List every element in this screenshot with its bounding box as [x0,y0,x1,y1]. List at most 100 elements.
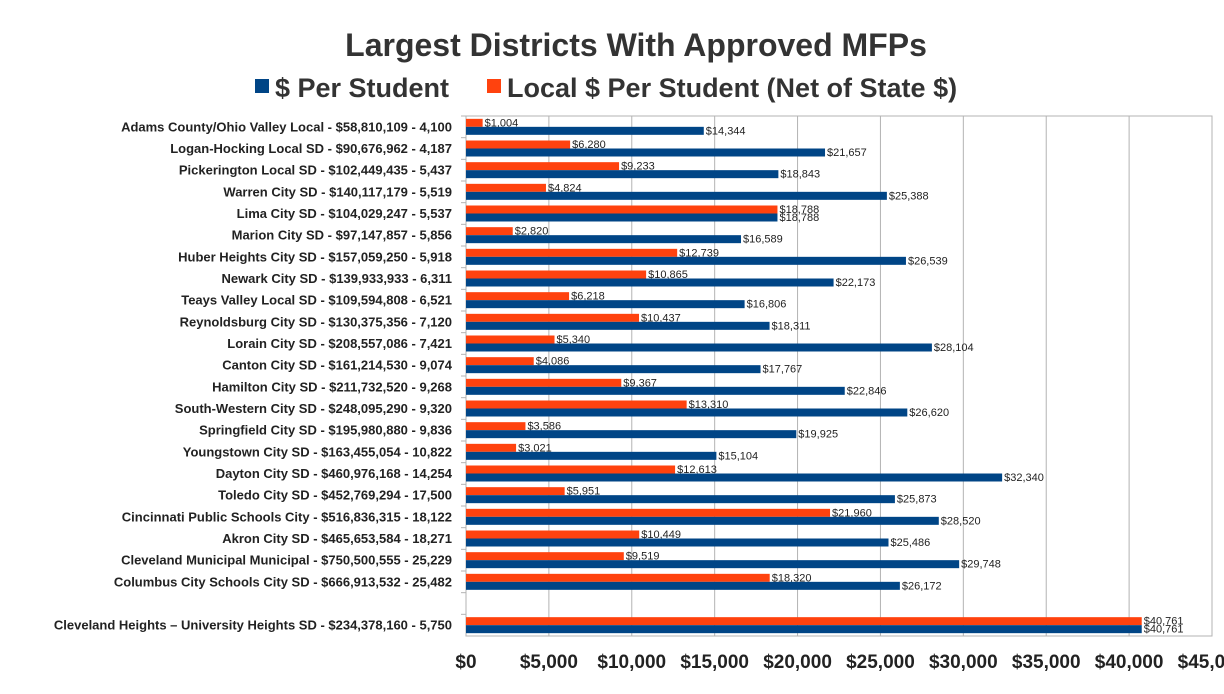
category-label: Springfield City SD - $195,980,880 - 9,8… [199,423,452,438]
bar-per-student [466,473,1003,482]
legend-label: $ Per Student [275,73,449,103]
x-tick-label: $10,000 [597,652,666,673]
category-label: Lima City SD - $104,029,247 - 5,537 [237,206,452,221]
bar-per-student [466,126,704,135]
data-label: $32,340 [1004,472,1044,484]
data-label: $12,739 [679,247,719,259]
bar-local-per-student [466,292,570,301]
bar-per-student [466,170,779,179]
category-label: Canton City SD - $161,214,530 - 9,074 [222,358,453,373]
legend-swatch [255,79,269,93]
data-label: $18,788 [779,212,819,224]
bar-local-per-student [466,227,513,236]
data-label: $18,311 [772,320,811,332]
x-tick-label: $40,000 [1095,652,1164,673]
bar-per-student [466,300,745,309]
category-label: Youngstown City SD - $163,455,054 - 10,8… [183,444,452,459]
legend-label: Local $ Per Student (Net of State $) [507,73,957,103]
bar-per-student [466,278,834,287]
bar-per-student [466,386,845,395]
data-label: $9,233 [621,161,655,173]
data-label: $3,021 [518,442,552,454]
data-label: $22,846 [847,385,887,397]
data-label: $26,620 [909,407,949,419]
bar-local-per-student [466,378,622,387]
category-label: Huber Heights City SD - $157,059,250 - 5… [178,249,452,264]
category-label: Pickerington Local SD - $102,449,435 - 5… [179,163,452,178]
bar-local-per-student [466,508,831,517]
category-label: Hamilton City SD - $211,732,520 - 9,268 [212,379,452,394]
category-label: Warren City SD - $140,117,179 - 5,519 [223,184,452,199]
data-label: $5,340 [557,334,591,346]
bar-per-student [466,538,889,547]
data-label: $3,586 [527,421,561,433]
bar-per-student [466,256,906,265]
category-label: Cleveland Municipal Municipal - $750,500… [121,553,452,568]
data-label: $21,657 [827,147,867,159]
data-label: $28,104 [934,342,974,354]
bar-local-per-student [466,162,620,171]
data-label: $15,104 [718,450,758,462]
bar-local-per-student [466,465,676,474]
category-label: Akron City SD - $465,653,584 - 18,271 [222,531,452,546]
bar-local-per-student [466,270,647,279]
bar-per-student [466,191,887,200]
category-label: Logan-Hocking Local SD - $90,676,962 - 4… [170,141,452,156]
data-label: $26,539 [908,255,948,267]
legend-swatch [487,79,501,93]
x-tick-label: $25,000 [846,652,915,673]
data-label: $28,520 [941,515,981,527]
data-label: $25,486 [891,537,931,549]
category-label: Cincinnati Public Schools City - $516,83… [122,509,452,524]
data-label: $29,748 [961,559,1001,571]
data-label: $13,310 [689,399,729,411]
data-label: $19,925 [798,429,838,441]
data-label: $4,086 [536,356,570,368]
bar-local-per-student [466,443,517,452]
data-label: $6,280 [572,139,606,151]
bar-per-student [466,581,900,590]
bar-local-per-student [466,205,778,214]
category-label: Cleveland Heights – University Heights S… [54,618,452,633]
bar-per-student [466,560,960,569]
bar-per-student [466,365,761,374]
category-label: Teays Valley Local SD - $109,594,808 - 6… [181,293,452,308]
chart-legend: $ Per Student Local $ Per Student (Net of… [255,73,957,103]
category-label: Marion City SD - $97,147,857 - 5,856 [232,228,452,243]
bar-per-student [466,343,932,352]
bar-local-per-student [466,400,687,409]
data-label: $22,173 [836,277,876,289]
bar-local-per-student [466,335,555,344]
data-label: $25,388 [889,190,929,202]
bar-per-student [466,213,778,222]
data-label: $16,589 [743,234,783,246]
data-label: $26,172 [902,580,942,592]
data-label: $10,449 [641,529,681,541]
chart-title: Largest Districts With Approved MFPs [345,27,927,63]
bar-local-per-student [466,357,534,366]
x-tick-label: $5,000 [520,652,578,673]
data-label: $10,865 [648,269,688,281]
bar-local-per-student [466,422,526,431]
data-label: $18,843 [780,169,820,181]
bar-per-student [466,451,717,460]
bar-local-per-student [466,552,624,561]
data-label: $17,767 [763,364,803,376]
bar-local-per-student [466,530,640,539]
data-label: $18,788 [779,204,819,216]
bar-per-student [466,495,895,504]
data-label: $21,960 [832,507,872,519]
bar-per-student [466,516,939,525]
bar-per-student [466,235,742,244]
bar-per-student [466,321,770,330]
data-label: $18,320 [772,572,812,584]
bar-local-per-student [466,140,571,149]
bar-per-student [466,148,826,157]
data-label: $12,613 [677,464,717,476]
data-label: $25,873 [897,494,937,506]
category-label: Lorain City SD - $208,557,086 - 7,421 [227,336,452,351]
x-tick-label: $35,000 [1012,652,1081,673]
data-label: $40,761 [1144,624,1184,636]
data-label: $5,951 [567,486,601,498]
category-label: Dayton City SD - $460,976,168 - 14,254 [216,466,453,481]
